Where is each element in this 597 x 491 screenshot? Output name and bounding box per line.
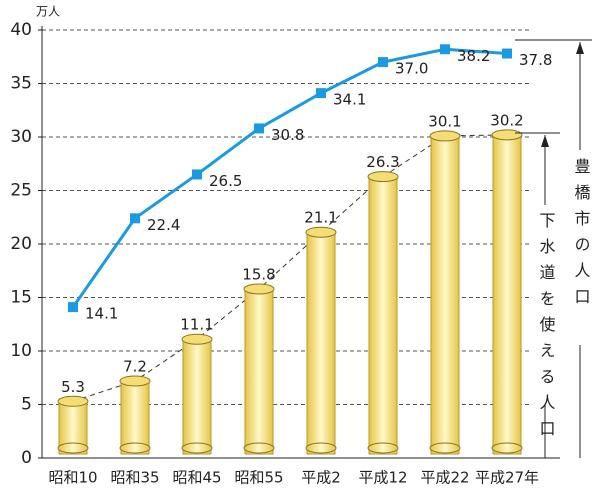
arrow-head: [576, 42, 584, 54]
x-tick-label: 平成2: [301, 469, 341, 487]
point: [192, 169, 202, 179]
bar: [493, 135, 521, 454]
x-tick-label: 昭和35: [110, 469, 159, 487]
series-label: 下水道を使える人口: [537, 212, 556, 446]
x-tick-label: 昭和45: [172, 469, 221, 487]
y-unit: 万人: [36, 5, 60, 19]
value-label: 30.2: [490, 111, 523, 129]
chart: 万人 豊橋市の人口 下水道を使える人口 0 5 10 15 20 25 30 35 40 昭和10…: [0, 0, 597, 491]
bar: [431, 136, 459, 454]
pipe-top: [306, 227, 336, 237]
pipe-bottom: [182, 443, 212, 453]
point: [502, 49, 512, 59]
pipe-bottom: [244, 443, 274, 453]
x-tick-label: 平成22: [420, 469, 469, 487]
y-tick-label: 15: [10, 288, 32, 308]
value-label: 14.1: [85, 305, 118, 323]
series-label: 豊橋市の人口: [572, 158, 591, 314]
bar: [183, 339, 211, 454]
value-label: 38.2: [457, 47, 490, 65]
pipe-top: [430, 131, 460, 141]
x-tick-label: 平成12: [358, 469, 407, 487]
pipe-bottom: [492, 443, 522, 453]
value-label: 7.2: [123, 357, 147, 375]
value-label: 22.4: [147, 216, 180, 234]
value-label: 34.1: [333, 91, 366, 109]
pipe-bottom: [368, 443, 398, 453]
point: [130, 213, 140, 223]
value-label: 5.3: [61, 378, 85, 396]
pipe-top: [492, 130, 522, 140]
y-tick-label: 25: [10, 181, 32, 201]
pipe-bottom: [306, 443, 336, 453]
pipe-bottom: [58, 443, 88, 453]
bar: [369, 177, 397, 454]
pipe-top: [368, 172, 398, 182]
bar: [307, 232, 335, 454]
value-label: 26.5: [209, 172, 242, 190]
y-tick-label: 40: [10, 20, 32, 40]
value-label: 37.8: [519, 51, 552, 69]
point: [254, 123, 264, 133]
value-label: 37.0: [395, 60, 428, 78]
point: [316, 88, 326, 98]
y-tick-label: 20: [10, 234, 32, 254]
pipe-top: [182, 334, 212, 344]
x-tick-label: 平成27年: [475, 469, 539, 487]
value-label: 15.8: [242, 265, 275, 283]
y-tick-label: 10: [10, 341, 32, 361]
x-tick-label: 昭和55: [234, 469, 283, 487]
value-label: 11.1: [180, 316, 213, 334]
arrow-head: [541, 135, 549, 147]
pipe-top: [58, 396, 88, 406]
point: [378, 57, 388, 67]
x-tick-label: 昭和10: [48, 469, 97, 487]
value-label: 21.1: [304, 209, 337, 227]
y-tick-label: 35: [10, 74, 32, 94]
y-tick-label: 30: [10, 127, 32, 147]
pipe-bottom: [430, 443, 460, 453]
pipe-top: [244, 284, 274, 294]
value-label: 30.1: [428, 112, 461, 130]
bar: [245, 289, 273, 454]
y-tick-label: 0: [21, 448, 32, 468]
y-tick-label: 5: [21, 395, 32, 415]
pipe-bottom: [120, 443, 150, 453]
point: [440, 44, 450, 54]
point: [68, 302, 78, 312]
value-label: 26.3: [366, 153, 399, 171]
value-label: 30.8: [271, 126, 304, 144]
pipe-top: [120, 376, 150, 386]
